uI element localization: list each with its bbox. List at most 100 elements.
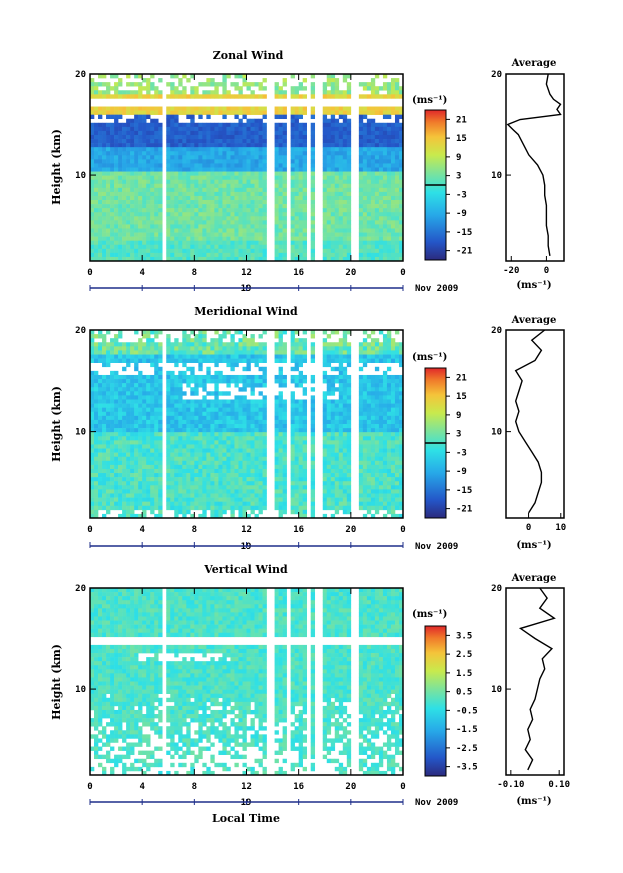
field-cell <box>258 171 263 176</box>
field-cell <box>214 143 219 148</box>
field-cell <box>166 200 171 205</box>
field-cell <box>210 428 215 433</box>
field-cell <box>218 407 223 413</box>
field-cell <box>282 432 287 437</box>
field-cell <box>210 436 215 441</box>
field-cell <box>322 473 328 478</box>
field-cell <box>262 236 267 241</box>
field-cell <box>210 350 215 355</box>
field-cell <box>326 155 332 160</box>
field-cell <box>258 403 263 408</box>
field-cell <box>394 216 400 221</box>
field-cell <box>202 220 207 225</box>
field-cell <box>130 350 135 355</box>
field-cell <box>254 403 259 408</box>
field-cell <box>154 468 159 474</box>
field-cell <box>358 126 364 132</box>
field-cell <box>278 428 283 433</box>
field-cell <box>98 411 103 417</box>
field-cell <box>310 248 316 254</box>
field-cell <box>166 143 171 148</box>
field-cell <box>230 232 235 237</box>
field-cell <box>146 224 151 229</box>
field-cell <box>382 82 388 87</box>
field-cell <box>198 350 203 355</box>
field-cell <box>102 411 107 417</box>
field-cell <box>170 497 175 502</box>
field-cell <box>246 151 251 156</box>
field-cell <box>106 444 111 449</box>
field-cell <box>362 126 368 132</box>
field-cell <box>222 78 227 83</box>
field-cell <box>114 501 119 507</box>
field-cell <box>226 489 231 494</box>
colorbar-tick-label: -15 <box>456 228 472 238</box>
field-cell <box>358 147 364 152</box>
field-cell <box>234 159 239 164</box>
field-cell <box>246 485 251 490</box>
field-cell <box>278 126 283 132</box>
field-cell <box>234 468 239 474</box>
field-cell <box>154 90 159 95</box>
field-cell <box>210 513 215 519</box>
field-cell <box>186 440 191 445</box>
field-cell <box>238 256 243 262</box>
field-cell <box>174 452 179 457</box>
field-cell <box>90 191 95 197</box>
field-cell <box>146 387 151 392</box>
field-cell <box>150 489 155 494</box>
field-cell <box>210 411 215 417</box>
field-cell <box>262 208 267 213</box>
field-cell <box>198 407 203 413</box>
field-cell <box>182 244 187 250</box>
field-cell <box>138 204 143 209</box>
field-cell <box>210 126 215 132</box>
field-cell <box>142 151 147 156</box>
field-cell <box>390 122 396 128</box>
field-cell <box>222 159 227 164</box>
field-cell <box>386 216 392 221</box>
field-cell <box>370 143 376 148</box>
field-cell <box>174 424 179 429</box>
field-cell <box>166 395 171 400</box>
field-cell <box>118 493 123 498</box>
field-cell <box>126 460 131 466</box>
field-cell <box>234 428 239 433</box>
field-cell <box>98 505 103 511</box>
field-cell <box>322 374 328 380</box>
field-cell <box>326 106 332 111</box>
field-cell <box>374 236 380 241</box>
field-cell <box>106 358 111 363</box>
field-cell <box>178 391 183 396</box>
field-cell <box>190 424 195 429</box>
field-cell <box>242 208 247 213</box>
field-cell <box>98 419 103 425</box>
field-cell <box>94 448 99 453</box>
field-cell <box>302 256 307 262</box>
field-cell <box>174 232 179 237</box>
field-cell <box>214 212 219 217</box>
field-cell <box>394 143 400 148</box>
field-cell <box>194 473 199 478</box>
field-cell <box>190 216 195 221</box>
field-cell <box>298 444 303 449</box>
field-cell <box>154 204 159 209</box>
field-cell <box>202 387 207 392</box>
field-cell <box>110 208 115 213</box>
field-cell <box>386 167 392 172</box>
field-cell <box>202 248 207 254</box>
field-cell <box>90 448 95 453</box>
field-cell <box>262 424 267 429</box>
field-cell <box>250 248 255 254</box>
field-cell <box>278 330 283 335</box>
field-cell <box>154 86 159 91</box>
field-cell <box>102 464 107 470</box>
field-cell <box>362 143 368 148</box>
field-cell <box>378 179 384 185</box>
field-cell <box>166 440 171 445</box>
field-cell <box>166 216 171 221</box>
field-cell <box>294 240 299 246</box>
field-cell <box>294 244 299 250</box>
field-cell <box>158 403 163 408</box>
field-cell <box>302 399 307 404</box>
